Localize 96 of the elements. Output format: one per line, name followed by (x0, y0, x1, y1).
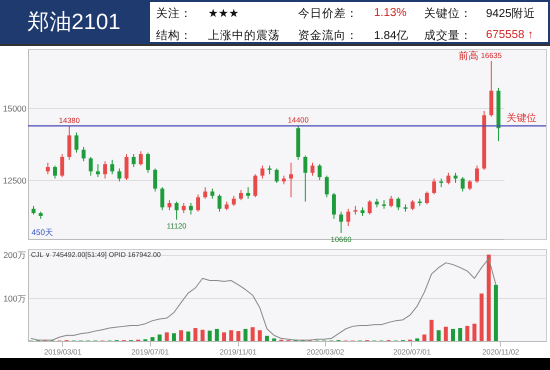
y-tick-label: 200万 (3, 250, 26, 260)
candlestick (210, 188, 214, 200)
candlestick (339, 211, 344, 234)
candlestick (160, 186, 164, 211)
candlestick (153, 168, 158, 192)
bar (450, 328, 455, 341)
candlestick (124, 154, 128, 180)
candlestick (410, 200, 415, 211)
candlestick (132, 154, 136, 168)
candlestick (53, 165, 57, 180)
text: 上涨中的震荡 (208, 28, 281, 42)
bar (430, 320, 434, 341)
text: 关注： (156, 6, 193, 20)
bar (208, 330, 212, 341)
candlestick (138, 150, 143, 166)
candlestick (239, 190, 243, 201)
candlestick (146, 152, 150, 174)
candlestick (174, 201, 179, 220)
bar (229, 330, 234, 341)
candlestick (310, 162, 314, 176)
bar (222, 332, 226, 341)
bar (158, 334, 162, 341)
bar (472, 324, 476, 341)
candlestick (203, 186, 208, 200)
candlestick (332, 192, 336, 220)
text: 成交量： (424, 28, 473, 42)
candlestick (475, 165, 479, 184)
candlestick (110, 159, 114, 175)
ref-line-label: 关键位 (506, 112, 536, 124)
bar (486, 254, 491, 341)
bar (444, 326, 448, 341)
candlestick (460, 176, 465, 192)
bar (258, 330, 262, 341)
candlestick (368, 200, 372, 216)
bar (214, 328, 219, 341)
bar (150, 337, 154, 341)
annotation: 450天 (32, 228, 53, 237)
text: 675558 ↑ (486, 29, 534, 41)
text: ★★★ (208, 7, 240, 20)
candlestick (103, 160, 108, 180)
bar (272, 338, 276, 341)
bar (200, 330, 205, 341)
bar (415, 338, 420, 341)
candlestick (318, 164, 322, 180)
bar (264, 336, 269, 341)
candlestick (67, 125, 72, 160)
text: 1.84亿 (374, 28, 410, 42)
y-tick-label: 15000 (2, 104, 27, 114)
candlestick (432, 178, 436, 195)
bar (436, 330, 441, 341)
y-tick-label: 100万 (3, 293, 26, 304)
bar (458, 328, 462, 341)
bar (236, 331, 240, 341)
bar (480, 293, 484, 341)
y-tick-label: 12500 (2, 175, 27, 186)
bar (244, 328, 248, 341)
text: 今日价差： (298, 6, 359, 20)
candlestick (289, 162, 293, 198)
text: 1.13% (374, 7, 408, 19)
candlestick (468, 179, 472, 191)
candlestick (324, 175, 329, 198)
candlestick (253, 174, 258, 198)
candlestick (167, 200, 172, 211)
candlestick (60, 154, 64, 178)
line-series (30, 258, 496, 341)
text: 资金流向： (298, 28, 359, 42)
annotation: 前高 (458, 50, 478, 62)
candlestick (232, 195, 236, 206)
candlestick (188, 202, 193, 216)
bar (193, 328, 198, 341)
candlestick (396, 196, 400, 211)
text: 郑油2101 (0, 0, 148, 44)
candlestick (454, 172, 458, 184)
candlestick (196, 194, 200, 212)
bar (250, 327, 255, 341)
candlestick (46, 162, 50, 175)
bar (164, 332, 169, 341)
bar (494, 284, 498, 341)
candlestick (218, 194, 222, 212)
bar (172, 333, 176, 341)
candlestick (424, 191, 429, 205)
text: 关键位： (424, 6, 473, 20)
text: 结构： (156, 28, 193, 42)
candlestick (82, 146, 86, 162)
candlestick (117, 168, 122, 182)
candlestick (446, 172, 450, 185)
bar (465, 326, 470, 341)
bar (179, 330, 184, 341)
candlestick (389, 195, 394, 208)
candlestick (303, 155, 308, 202)
candlestick (260, 165, 264, 180)
candlestick (246, 186, 250, 200)
bar (186, 332, 190, 341)
candlestick (74, 132, 78, 154)
bar (422, 334, 426, 341)
text: 9425附近 (486, 6, 537, 20)
